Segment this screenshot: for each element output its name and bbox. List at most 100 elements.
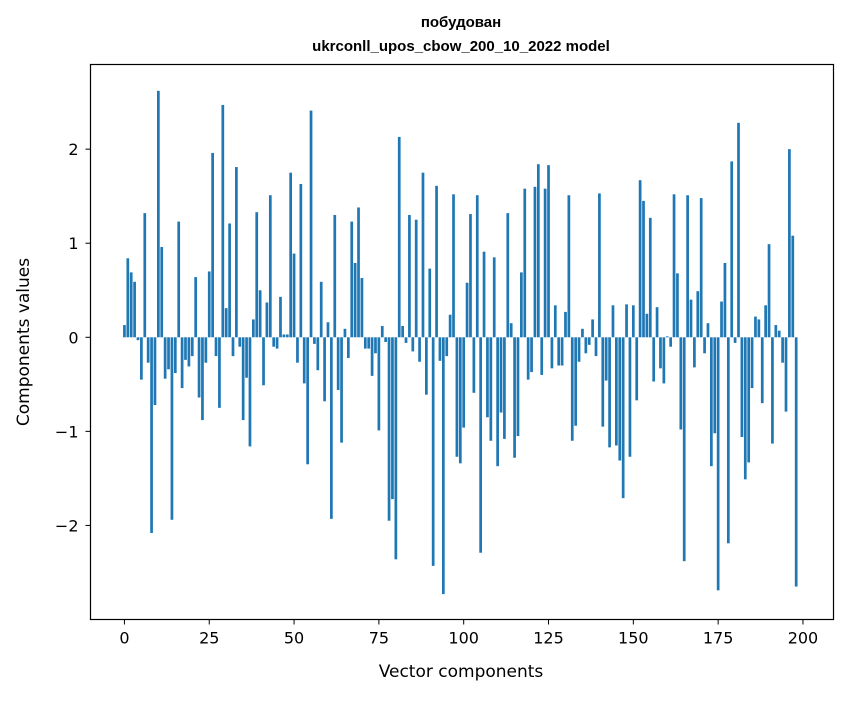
bar-98: [456, 337, 459, 456]
bar-76: [381, 326, 384, 337]
bar-153: [642, 201, 645, 337]
y-axis-label: Components values: [14, 258, 34, 426]
bar-108: [489, 337, 492, 440]
bar-0: [123, 325, 126, 337]
bar-179: [730, 161, 733, 337]
bar-22: [198, 337, 201, 397]
bar-156: [652, 337, 655, 381]
bar-37: [249, 337, 252, 446]
y-tick-label: −2: [55, 516, 79, 535]
bars-group: [123, 91, 801, 594]
bar-124: [544, 189, 547, 338]
bar-73: [371, 337, 374, 376]
bar-111: [500, 337, 503, 412]
bar-132: [571, 337, 574, 440]
bar-193: [778, 331, 781, 338]
bar-77: [384, 337, 387, 342]
bar-83: [405, 337, 408, 343]
bar-89: [425, 337, 428, 394]
bar-174: [713, 337, 716, 433]
bar-110: [496, 337, 499, 466]
bar-74: [374, 337, 377, 353]
bar-134: [578, 337, 581, 361]
y-tick-label: 0: [68, 328, 78, 347]
bar-161: [669, 337, 672, 346]
bar-94: [442, 337, 445, 594]
bar-129: [561, 337, 564, 365]
bar-28: [218, 337, 221, 408]
bar-60: [327, 322, 330, 337]
bar-17: [181, 337, 184, 388]
bar-26: [211, 153, 214, 337]
bar-146: [618, 337, 621, 460]
bar-42: [266, 302, 269, 337]
bar-152: [639, 180, 642, 337]
x-tick-label: 50: [284, 629, 304, 648]
bar-12: [164, 337, 167, 378]
bar-121: [534, 187, 537, 338]
bar-177: [724, 263, 727, 337]
bar-157: [656, 307, 659, 337]
bar-47: [283, 334, 286, 337]
bar-46: [279, 297, 282, 337]
bar-82: [401, 326, 404, 337]
bar-86: [415, 220, 418, 338]
bar-164: [679, 337, 682, 429]
bar-2: [130, 272, 133, 337]
bar-1: [126, 258, 129, 337]
bar-136: [584, 337, 587, 353]
bar-168: [693, 337, 696, 367]
bar-178: [727, 337, 730, 543]
bar-8: [150, 337, 153, 533]
bar-92: [435, 186, 438, 337]
bar-176: [720, 302, 723, 338]
bar-130: [564, 312, 567, 337]
x-tick-label: 75: [369, 629, 389, 648]
bar-33: [235, 167, 238, 337]
bar-91: [432, 337, 435, 566]
bar-59: [323, 337, 326, 401]
bar-32: [232, 337, 235, 356]
bar-6: [143, 213, 146, 337]
bar-160: [666, 336, 669, 337]
bar-69: [357, 207, 360, 337]
bar-131: [568, 195, 571, 337]
bar-36: [245, 337, 248, 377]
bar-126: [551, 337, 554, 368]
bar-78: [388, 337, 391, 520]
bar-19: [188, 337, 191, 366]
bar-21: [194, 277, 197, 337]
bar-50: [293, 254, 296, 338]
bar-56: [313, 337, 316, 344]
bar-11: [160, 247, 163, 337]
bar-175: [717, 337, 720, 590]
bar-4: [137, 337, 140, 340]
bar-142: [605, 337, 608, 380]
bar-128: [557, 337, 560, 365]
bar-150: [632, 305, 635, 337]
bar-151: [635, 337, 638, 400]
bar-118: [523, 189, 526, 338]
bar-75: [378, 337, 381, 430]
x-tick-label: 25: [199, 629, 219, 648]
x-tick-label: 125: [533, 629, 564, 648]
bar-102: [469, 214, 472, 337]
bar-187: [758, 319, 761, 337]
bar-149: [629, 337, 632, 456]
bar-43: [269, 195, 272, 337]
bar-80: [394, 337, 397, 559]
bar-93: [439, 337, 442, 361]
bar-106: [483, 252, 486, 338]
bar-159: [663, 337, 666, 383]
bar-97: [452, 194, 455, 337]
bar-170: [700, 198, 703, 337]
bar-198: [795, 337, 798, 586]
bar-172: [707, 323, 710, 337]
bar-196: [788, 149, 791, 337]
bar-48: [286, 334, 289, 337]
bar-194: [781, 337, 784, 362]
bar-147: [622, 337, 625, 498]
bar-144: [612, 305, 615, 337]
bar-51: [296, 337, 299, 362]
